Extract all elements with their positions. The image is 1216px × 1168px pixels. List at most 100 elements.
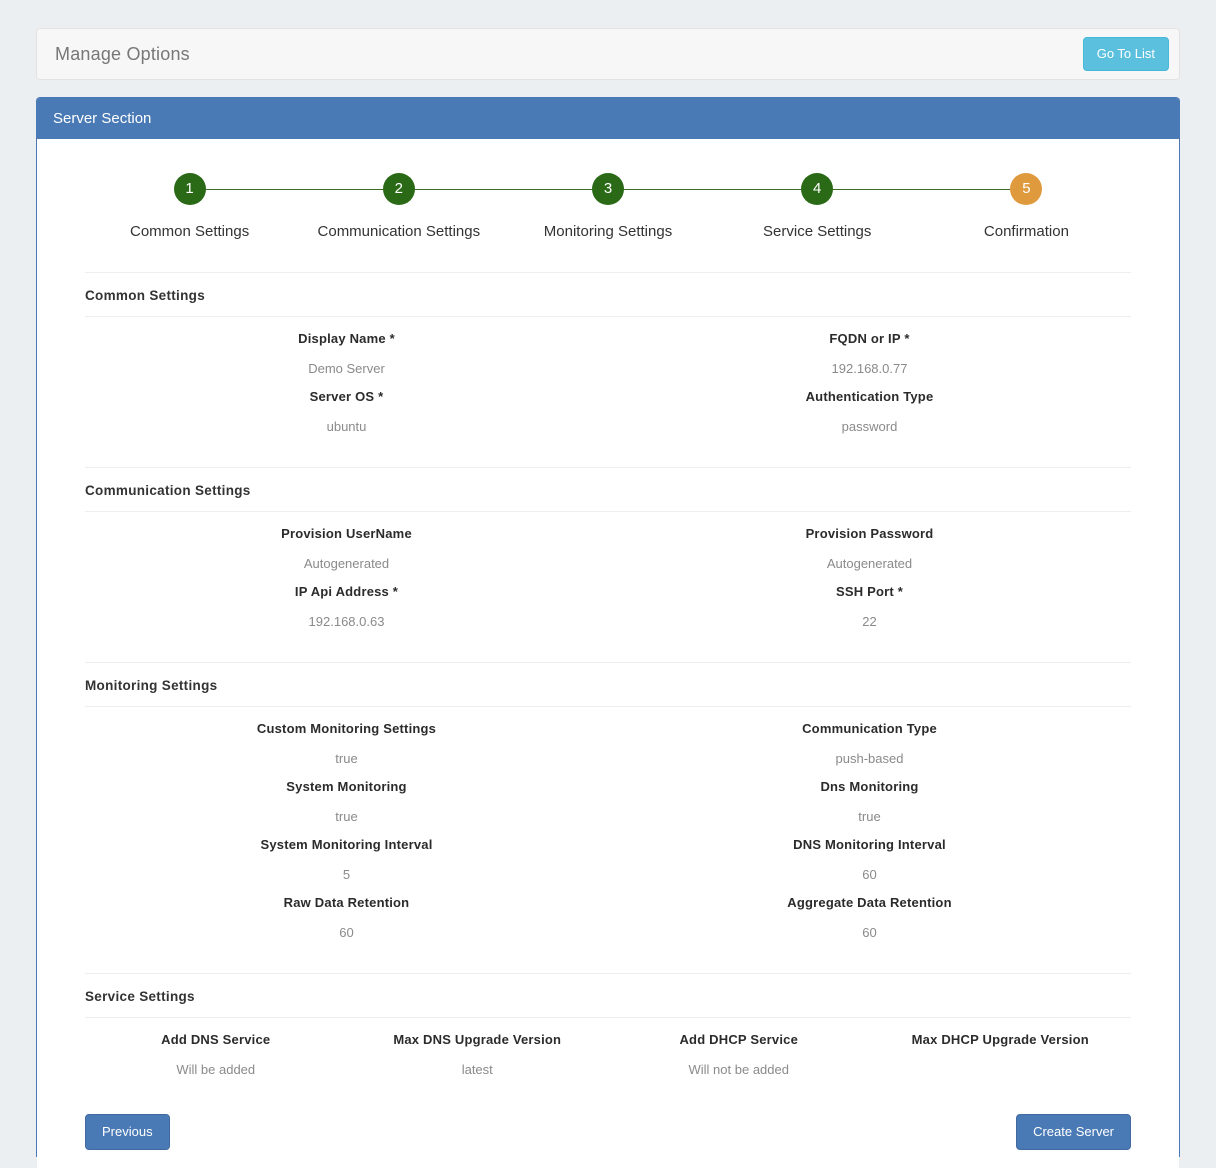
field-row: Custom Monitoring Settings true Communicat… <box>85 721 1131 779</box>
field-value: 5 <box>342 867 351 882</box>
field-cell: Authentication Type password <box>608 389 1131 435</box>
previous-button[interactable]: Previous <box>85 1114 170 1150</box>
settings-section: Service Settings Add DNS Service Will be a… <box>85 973 1131 1090</box>
field-cell: Custom Monitoring Settings true <box>85 721 608 767</box>
field-row: Provision UserName Autogenerated Provision… <box>85 526 1131 584</box>
section-rows: Provision UserName Autogenerated Provision… <box>85 512 1131 642</box>
section-title: Communication Settings <box>85 468 1131 512</box>
step-connector-line <box>189 189 399 190</box>
field-cell: Raw Data Retention 60 <box>85 895 608 941</box>
field-row: Server OS * ubuntu Authentication Type pass… <box>85 389 1131 447</box>
field-cell: System Monitoring true <box>85 779 608 825</box>
field-cell: System Monitoring Interval 5 <box>85 837 608 883</box>
create-server-button[interactable]: Create Server <box>1016 1114 1131 1150</box>
wizard-step-5[interactable]: 5 Confirmation <box>922 173 1131 240</box>
wizard-footer: Previous Create Server <box>85 1090 1131 1168</box>
field-value: 60 <box>339 925 354 940</box>
field-label: System Monitoring Interval <box>260 837 433 852</box>
step-number-badge: 3 <box>592 173 624 205</box>
step-number-badge: 1 <box>173 173 206 205</box>
field-row: System Monitoring Interval 5 DNS Monitorin… <box>85 837 1131 895</box>
field-row: Display Name * Demo Server FQDN or IP * 192… <box>85 331 1131 389</box>
wizard-step-3[interactable]: 3 Monitoring Settings <box>503 173 818 240</box>
step-label: Communication Settings <box>317 223 481 240</box>
field-cell: DNS Monitoring Interval 60 <box>608 837 1131 883</box>
field-row: System Monitoring true Dns Monitoring true <box>85 779 1131 837</box>
step-number-badge: 4 <box>801 173 834 205</box>
field-cell: Provision Password Autogenerated <box>608 526 1131 572</box>
section-rows: Add DNS Service Will be added Max DNS Upgr… <box>85 1018 1131 1090</box>
page-title: Manage Options <box>55 43 190 64</box>
top-toolbar: Manage Options Go To List <box>36 28 1180 80</box>
field-label: Add DNS Service <box>161 1032 271 1047</box>
panel-header-title: Server Section <box>37 98 1179 139</box>
field-value: push-based <box>835 751 904 766</box>
field-label: SSH Port * <box>835 584 903 599</box>
wizard-step-2[interactable]: 2 Communication Settings <box>294 173 608 240</box>
field-cell: Communication Type push-based <box>608 721 1131 767</box>
panel-body: 1 Common Settings 2 Communication Settings 3… <box>37 139 1179 1168</box>
field-label: Add DHCP Service <box>679 1032 799 1047</box>
field-value: 192.168.0.77 <box>831 361 908 376</box>
step-connector-line <box>608 189 818 190</box>
field-value: 22 <box>862 614 877 629</box>
field-label: Server OS * <box>309 389 384 404</box>
field-label: FQDN or IP * <box>829 331 910 346</box>
field-cell: Provision UserName Autogenerated <box>85 526 608 572</box>
wizard-step-1[interactable]: 1 Common Settings <box>85 173 399 240</box>
field-label: Aggregate Data Retention <box>787 895 952 910</box>
section-rows: Custom Monitoring Settings true Communicat… <box>85 707 1131 953</box>
field-value: 192.168.0.63 <box>308 614 385 629</box>
field-value: 60 <box>862 925 877 940</box>
field-cell: Max DNS Upgrade Version latest <box>347 1032 609 1078</box>
field-value: 60 <box>862 867 877 882</box>
field-label: IP Api Address * <box>294 584 399 599</box>
field-label: Display Name * <box>298 331 395 346</box>
section-title: Monitoring Settings <box>85 663 1131 707</box>
wizard-steps: 1 Common Settings 2 Communication Settings 3… <box>85 161 1131 244</box>
field-value: Autogenerated <box>826 556 913 571</box>
field-cell: Server OS * ubuntu <box>85 389 608 435</box>
section-rows: Display Name * Demo Server FQDN or IP * 192… <box>85 317 1131 447</box>
field-cell: SSH Port * 22 <box>608 584 1131 630</box>
field-cell: Dns Monitoring true <box>608 779 1131 825</box>
settings-section: Monitoring Settings Custom Monitoring Set… <box>85 662 1131 953</box>
field-cell: Display Name * Demo Server <box>85 331 608 377</box>
field-value: latest <box>461 1062 493 1077</box>
sections-host: Common Settings Display Name * Demo Server… <box>85 272 1131 1090</box>
field-cell: Add DNS Service Will be added <box>85 1032 347 1078</box>
field-row: Add DNS Service Will be added Max DNS Upgr… <box>85 1032 1131 1090</box>
wizard-step-4[interactable]: 4 Service Settings <box>713 173 1027 240</box>
field-label: Provision Password <box>805 526 934 541</box>
field-label: Authentication Type <box>805 389 934 404</box>
field-label: Dns Monitoring <box>820 779 919 794</box>
field-label: Communication Type <box>802 721 937 736</box>
go-to-list-button[interactable]: Go To List <box>1082 37 1169 71</box>
field-value: Demo Server <box>308 361 385 376</box>
field-value <box>870 1062 1132 1078</box>
step-connector-line <box>817 189 1027 190</box>
field-label: Max DNS Upgrade Version <box>393 1032 562 1047</box>
step-connector-line <box>398 189 608 190</box>
server-section-panel: Server Section 1 Common Settings 2 Communic… <box>36 97 1180 1168</box>
field-cell: Aggregate Data Retention 60 <box>608 895 1131 941</box>
field-label: Custom Monitoring Settings <box>256 721 437 736</box>
step-label: Confirmation <box>983 223 1069 240</box>
step-label: Service Settings <box>763 223 872 240</box>
step-number-badge: 2 <box>382 173 415 205</box>
field-cell: Add DHCP Service Will not be added <box>608 1032 870 1078</box>
field-value: true <box>335 809 358 824</box>
field-value: Will be added <box>176 1062 256 1077</box>
field-label: Max DHCP Upgrade Version <box>911 1032 1089 1047</box>
settings-section: Communication Settings Provision UserName… <box>85 467 1131 642</box>
field-value: ubuntu <box>326 419 367 434</box>
step-label: Common Settings <box>129 223 250 240</box>
field-label: System Monitoring <box>286 779 407 794</box>
section-title: Common Settings <box>85 273 1131 317</box>
field-row: Raw Data Retention 60 Aggregate Data Reten… <box>85 895 1131 953</box>
step-number-badge: 5 <box>1010 173 1043 205</box>
field-value: true <box>335 751 358 766</box>
field-label: Raw Data Retention <box>283 895 410 910</box>
section-title: Service Settings <box>85 974 1131 1018</box>
